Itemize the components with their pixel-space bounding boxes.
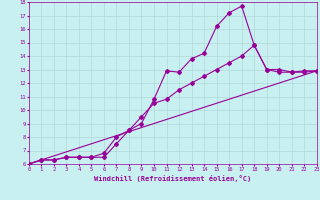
X-axis label: Windchill (Refroidissement éolien,°C): Windchill (Refroidissement éolien,°C) bbox=[94, 175, 252, 182]
